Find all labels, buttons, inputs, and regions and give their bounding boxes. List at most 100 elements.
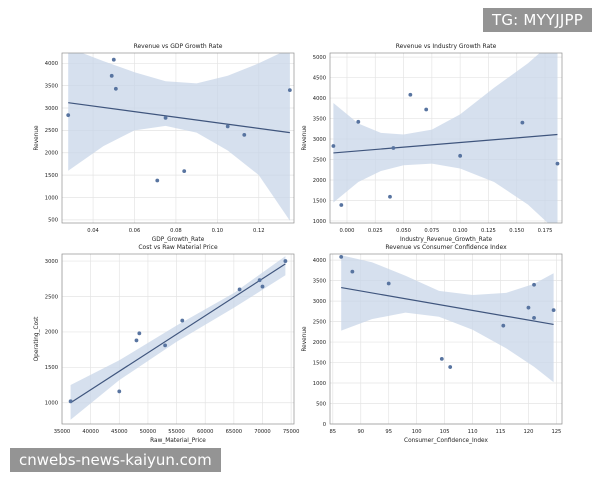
x-tick-label: 40000 bbox=[82, 429, 99, 435]
x-axis-label: Consumer_Confidence_Index bbox=[404, 438, 488, 444]
data-point bbox=[526, 305, 531, 310]
data-point bbox=[424, 107, 429, 112]
watermark-tag: TG: MYYJJPP bbox=[482, 8, 592, 32]
data-point bbox=[117, 389, 122, 394]
regression-line bbox=[70, 263, 286, 404]
x-tick-label: 95 bbox=[385, 429, 392, 435]
data-point bbox=[260, 284, 265, 289]
x-tick-label: 0.04 bbox=[87, 228, 99, 234]
data-point bbox=[386, 281, 391, 286]
x-tick-label: 45000 bbox=[111, 429, 128, 435]
data-point bbox=[331, 144, 336, 148]
data-point bbox=[439, 356, 444, 361]
x-tick-label: 0.12 bbox=[253, 228, 265, 234]
confidence-band bbox=[333, 53, 558, 223]
chart-panel-1: 0.04 0.06 0.08 0.10 0.12 500 1000 1500 2000 2500 3… bbox=[34, 43, 295, 243]
data-point bbox=[555, 161, 560, 166]
y-tick-label: 2500 bbox=[313, 319, 326, 325]
data-point bbox=[237, 287, 242, 292]
y-tick-label: 1000 bbox=[45, 401, 58, 407]
data-point bbox=[458, 153, 463, 158]
y-tick-label: 4000 bbox=[313, 258, 326, 264]
x-axis-label: Industry_Revenue_Growth_Rate bbox=[400, 237, 492, 243]
y-tick-label: 4000 bbox=[313, 96, 326, 102]
y-tick-label: 5000 bbox=[313, 55, 326, 61]
data-point bbox=[66, 113, 71, 118]
data-point bbox=[501, 323, 506, 328]
data-point bbox=[339, 203, 344, 207]
y-tick-label: 500 bbox=[48, 218, 58, 224]
data-point bbox=[388, 194, 392, 199]
y-tick-label: 1500 bbox=[313, 360, 326, 366]
chart-panel-2: 0.000 0.025 0.050 0.075 0.100 0.125 0.150 0.175… bbox=[302, 43, 563, 243]
data-point bbox=[180, 318, 185, 323]
data-point bbox=[339, 254, 344, 259]
y-tick-label: 500 bbox=[316, 401, 326, 407]
x-tick-label: 0.175 bbox=[538, 228, 553, 234]
regression-line bbox=[341, 286, 554, 326]
y-tick-label: 2000 bbox=[313, 340, 326, 346]
data-point bbox=[137, 331, 142, 336]
data-point bbox=[163, 343, 168, 348]
y-tick-label: 2500 bbox=[45, 294, 58, 300]
data-point bbox=[408, 92, 413, 97]
plot-frame bbox=[329, 52, 563, 224]
x-tick-label: 0.025 bbox=[368, 228, 383, 234]
data-point bbox=[113, 86, 118, 91]
x-axis-label: Raw_Material_Price bbox=[150, 438, 206, 444]
plot-frame bbox=[61, 253, 295, 425]
data-point bbox=[520, 120, 525, 125]
data-point bbox=[391, 146, 396, 150]
x-tick-label: 0.125 bbox=[481, 228, 496, 234]
x-tick-label: 105 bbox=[440, 429, 450, 435]
data-point bbox=[287, 88, 292, 93]
x-tick-label: 55000 bbox=[168, 429, 185, 435]
x-axis-label: GDP_Growth_Rate bbox=[152, 237, 205, 243]
y-tick-label: 1500 bbox=[313, 198, 326, 204]
data-point bbox=[242, 132, 247, 137]
data-point bbox=[551, 308, 556, 313]
plot-frame bbox=[61, 52, 295, 224]
chart-title: Cost vs Raw Material Price bbox=[138, 244, 218, 251]
data-point bbox=[155, 178, 160, 183]
y-tick-label: 3500 bbox=[45, 83, 58, 89]
x-tick-label: 115 bbox=[496, 429, 506, 435]
chart-panel-3: 35000 40000 45000 50000 55000 60000 65000 70000… bbox=[34, 244, 299, 444]
x-tick-label: 85 bbox=[329, 429, 336, 435]
x-tick-label: 75000 bbox=[283, 429, 300, 435]
data-point bbox=[283, 259, 288, 263]
data-point bbox=[111, 57, 116, 62]
y-axis-label: Operating_Cost bbox=[34, 316, 40, 361]
x-tick-label: 0.050 bbox=[396, 228, 411, 234]
x-tick-label: 90 bbox=[357, 429, 364, 435]
y-tick-label: 1500 bbox=[45, 365, 58, 371]
x-tick-label: 50000 bbox=[140, 429, 157, 435]
x-tick-label: 100 bbox=[412, 429, 422, 435]
x-tick-label: 0.150 bbox=[509, 228, 524, 234]
x-tick-label: 0.000 bbox=[340, 228, 355, 234]
confidence-band bbox=[68, 53, 290, 221]
x-tick-label: 70000 bbox=[254, 429, 271, 435]
data-point bbox=[532, 316, 536, 320]
data-point bbox=[134, 338, 139, 343]
y-tick-label: 3000 bbox=[313, 137, 326, 143]
x-tick-label: 0.100 bbox=[453, 228, 468, 234]
data-point bbox=[350, 269, 355, 274]
y-tick-label: 1000 bbox=[45, 195, 58, 201]
y-tick-label: 1000 bbox=[313, 381, 326, 387]
x-tick-label: 60000 bbox=[197, 429, 214, 435]
y-tick-label: 1000 bbox=[313, 219, 326, 225]
y-tick-label: 3000 bbox=[313, 299, 326, 305]
confidence-band bbox=[70, 256, 286, 420]
data-point bbox=[109, 73, 114, 78]
y-tick-label: 2500 bbox=[45, 128, 58, 134]
regression-line bbox=[68, 102, 290, 134]
plot-frame bbox=[329, 253, 563, 425]
x-tick-label: 120 bbox=[524, 429, 534, 435]
y-tick-label: 3000 bbox=[45, 106, 58, 112]
y-axis-label: Revenue bbox=[302, 326, 308, 352]
watermark-site: cnwebs-news-kaiyun.com bbox=[10, 448, 221, 472]
x-tick-label: 0.06 bbox=[129, 228, 141, 234]
y-tick-label: 1500 bbox=[45, 173, 58, 179]
